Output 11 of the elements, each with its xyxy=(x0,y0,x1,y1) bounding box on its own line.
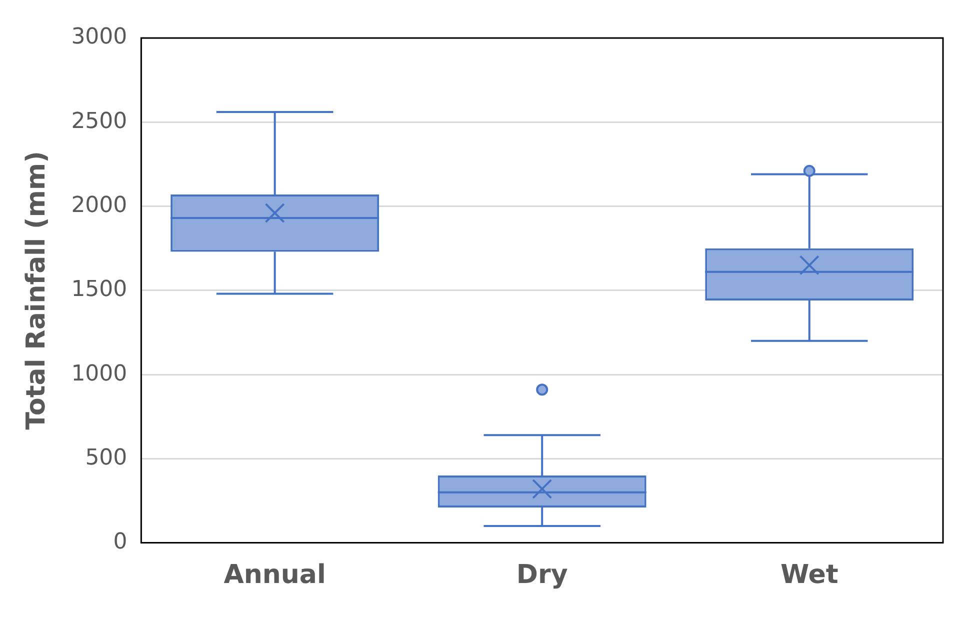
y-tick-label: 1000 xyxy=(71,361,128,386)
y-tick-label: 1500 xyxy=(71,277,128,302)
y-tick-label: 2500 xyxy=(71,108,128,134)
y-tick-label: 0 xyxy=(113,530,128,555)
x-tick-label: Wet xyxy=(780,560,838,590)
y-tick-label: 500 xyxy=(85,445,128,470)
x-tick-label: Annual xyxy=(224,560,326,590)
y-tick-label: 2000 xyxy=(71,192,128,218)
y-tick-label: 3000 xyxy=(71,24,128,50)
y-axis-title: Total Rainfall (mm) xyxy=(21,151,52,430)
x-tick-label: Dry xyxy=(516,560,568,590)
